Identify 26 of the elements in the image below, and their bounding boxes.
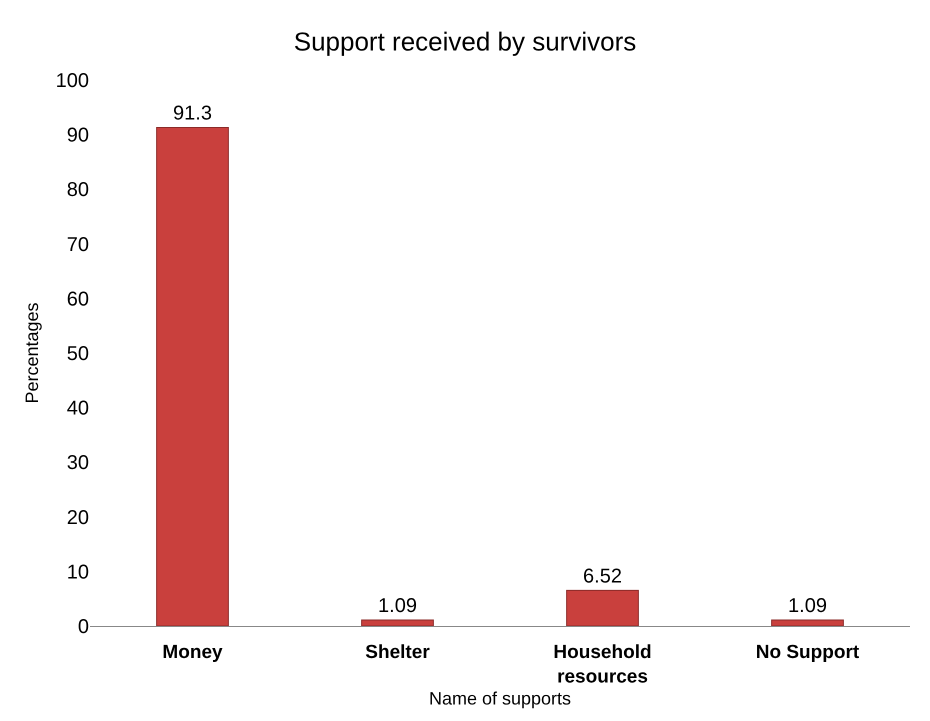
y-tick-label: 90 [66,124,89,147]
y-tick-label: 50 [66,343,89,365]
data-label: 1.09 [378,595,417,618]
x-axis-title: Name of supports [428,688,572,709]
bar [566,590,639,626]
bar [771,620,844,626]
bar [361,620,434,626]
x-tick-label: Household resources [553,642,652,688]
bar [156,127,229,626]
y-tick-label: 30 [66,452,89,474]
y-tick-label: 70 [66,234,89,256]
y-tick-label: 40 [66,398,89,420]
y-tick-label: 80 [66,179,89,202]
x-tick-label: Shelter [365,642,430,663]
x-tick-label: No Support [756,642,860,663]
chart-title: Support received by survivors [294,26,636,57]
y-tick-label: 0 [78,616,89,638]
data-label: 1.09 [788,595,827,618]
data-label: 6.52 [583,565,622,588]
data-label: 91.3 [173,102,212,124]
y-axis-title: Percentages [22,302,42,404]
y-tick-label: 100 [56,70,89,92]
y-tick-label: 60 [66,288,89,310]
x-tick-label: Money [162,642,224,663]
y-tick-label: 10 [66,561,89,584]
y-tick-label: 20 [66,506,89,529]
